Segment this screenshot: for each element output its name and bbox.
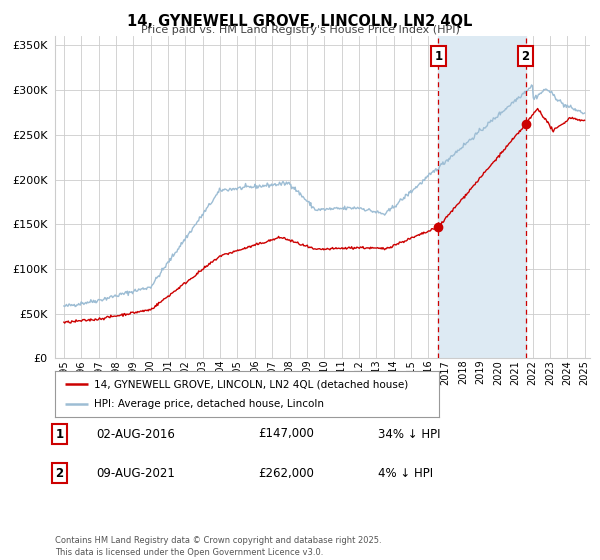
Text: Contains HM Land Registry data © Crown copyright and database right 2025.
This d: Contains HM Land Registry data © Crown c… bbox=[55, 536, 382, 557]
Text: 1: 1 bbox=[55, 427, 64, 441]
Bar bbox=[439, 36, 526, 358]
Text: £147,000: £147,000 bbox=[258, 427, 314, 441]
Text: 14, GYNEWELL GROVE, LINCOLN, LN2 4QL (detached house): 14, GYNEWELL GROVE, LINCOLN, LN2 4QL (de… bbox=[94, 379, 408, 389]
Text: Price paid vs. HM Land Registry's House Price Index (HPI): Price paid vs. HM Land Registry's House … bbox=[140, 25, 460, 35]
Text: 2: 2 bbox=[55, 466, 64, 480]
Text: 14, GYNEWELL GROVE, LINCOLN, LN2 4QL: 14, GYNEWELL GROVE, LINCOLN, LN2 4QL bbox=[127, 14, 473, 29]
Text: £262,000: £262,000 bbox=[258, 466, 314, 480]
Text: HPI: Average price, detached house, Lincoln: HPI: Average price, detached house, Linc… bbox=[94, 399, 323, 409]
Text: 4% ↓ HPI: 4% ↓ HPI bbox=[378, 466, 433, 480]
Text: 34% ↓ HPI: 34% ↓ HPI bbox=[378, 427, 440, 441]
Text: 02-AUG-2016: 02-AUG-2016 bbox=[96, 427, 175, 441]
Text: 09-AUG-2021: 09-AUG-2021 bbox=[96, 466, 175, 480]
Text: 1: 1 bbox=[434, 50, 443, 63]
Text: 2: 2 bbox=[521, 50, 530, 63]
